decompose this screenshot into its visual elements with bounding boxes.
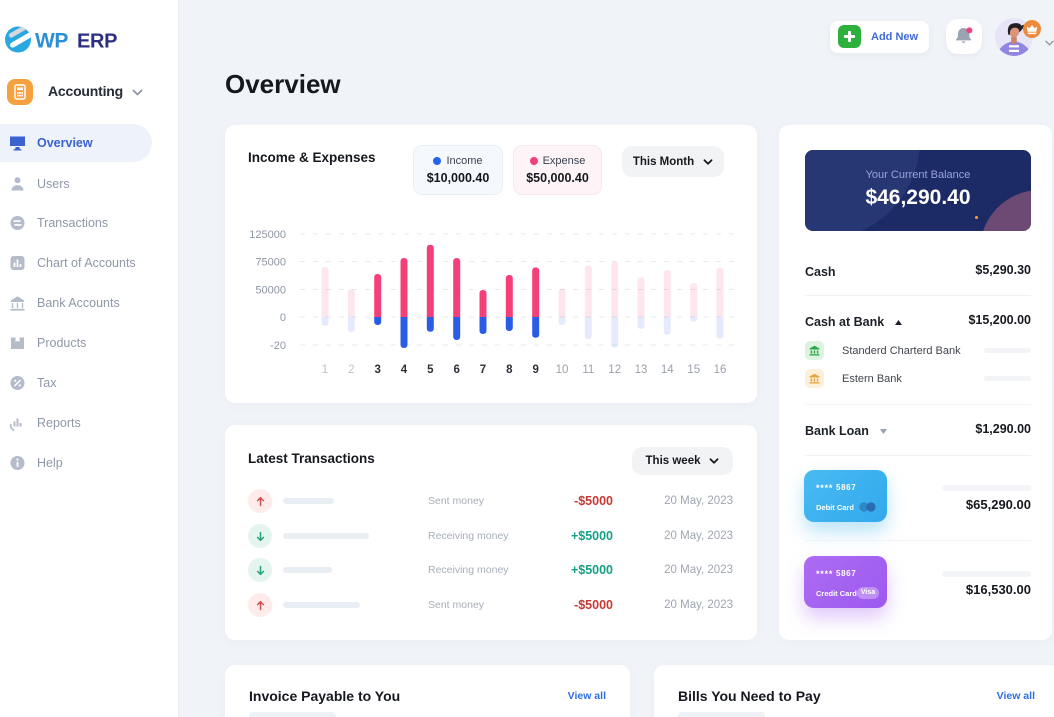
svg-text:1: 1 <box>322 364 328 376</box>
svg-text:-20: -20 <box>270 340 286 352</box>
svg-text:4: 4 <box>401 364 408 376</box>
svg-text:3: 3 <box>374 364 380 376</box>
svg-text:13: 13 <box>635 364 648 376</box>
svg-text:12: 12 <box>608 364 621 376</box>
svg-text:16: 16 <box>714 364 727 376</box>
svg-text:9: 9 <box>532 364 538 376</box>
svg-text:11: 11 <box>582 364 594 376</box>
svg-text:0: 0 <box>280 312 286 324</box>
svg-text:10: 10 <box>556 364 569 376</box>
svg-text:ERP: ERP <box>77 31 117 53</box>
svg-text:8: 8 <box>506 364 513 376</box>
svg-text:5: 5 <box>427 364 434 376</box>
svg-text:125000: 125000 <box>249 229 286 241</box>
svg-text:15: 15 <box>687 364 700 376</box>
svg-text:7: 7 <box>480 364 486 376</box>
svg-text:50000: 50000 <box>255 285 286 297</box>
svg-text:WP: WP <box>35 30 68 53</box>
svg-text:14: 14 <box>661 364 674 376</box>
svg-text:75000: 75000 <box>255 257 286 269</box>
svg-text:6: 6 <box>453 364 459 376</box>
svg-text:2: 2 <box>348 364 354 376</box>
